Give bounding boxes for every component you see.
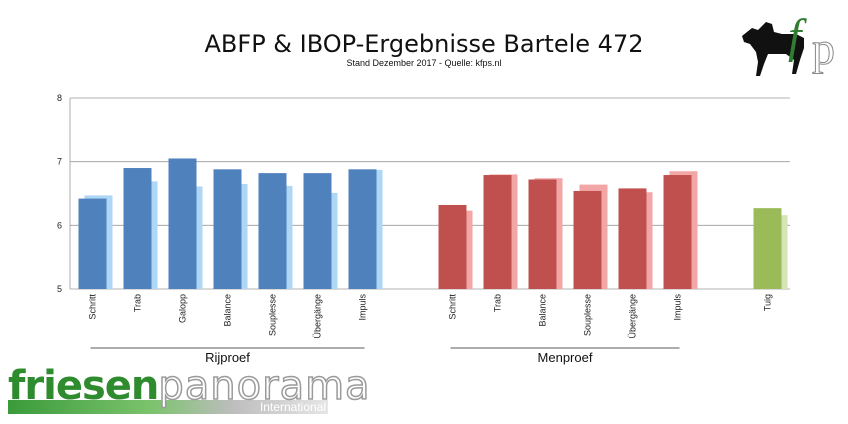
x-tick-label: Souplesse (583, 294, 593, 336)
x-tick-label: Tuig (763, 294, 773, 311)
x-tick-label: Balance (538, 294, 548, 327)
bar-primary (348, 169, 377, 289)
x-tick-label: Impuls (673, 294, 683, 321)
svg-text:f: f (788, 10, 807, 63)
x-tick-label: Trab (493, 294, 503, 312)
y-tick-label: 6 (57, 220, 62, 230)
logo-wordmark: friesenpanorama (8, 363, 371, 409)
chart-subtitle: Stand Dezember 2017 - Quelle: kfps.nl (346, 58, 502, 68)
x-tick-label: Schritt (448, 294, 458, 320)
logo-word-panorama: panorama (158, 363, 371, 409)
x-tick-label: Übergänge (313, 294, 323, 339)
group-label: Menproef (538, 350, 593, 365)
y-tick-label: 7 (57, 157, 62, 167)
logo-word-friesen: friesen (8, 363, 159, 409)
logo-subtitle: International (259, 400, 326, 414)
x-tick-label: Übergänge (628, 294, 638, 339)
bar-primary (528, 179, 557, 289)
x-tick-label: Galopp (178, 294, 188, 323)
y-tick-label: 8 (57, 93, 62, 103)
bar-primary (213, 169, 242, 289)
bar-primary (258, 173, 287, 289)
bar-primary (168, 158, 197, 289)
svg-text:p: p (812, 23, 835, 74)
chart-title: ABFP & IBOP-Ergebnisse Bartele 472 (204, 30, 644, 58)
logo-bar (8, 400, 328, 414)
y-tick-label: 5 (57, 284, 62, 294)
bar-primary (123, 168, 152, 289)
bar-primary (573, 190, 602, 289)
bar-primary (663, 175, 692, 289)
bar-primary (78, 198, 107, 289)
bar-primary (438, 204, 467, 289)
x-tick-label: Schritt (88, 294, 98, 320)
x-tick-label: Balance (223, 294, 233, 327)
bar-primary (618, 188, 647, 289)
x-tick-label: Impuls (358, 294, 368, 321)
horse-fp-logo: f p (742, 10, 836, 76)
bar-primary (303, 173, 332, 289)
friesenpanorama-logo: friesenpanorama International (8, 365, 370, 420)
x-tick-label: Trab (133, 294, 143, 312)
bar-primary (483, 175, 512, 289)
horse-silhouette-icon (742, 22, 804, 76)
x-tick-label: Souplesse (268, 294, 278, 336)
bar-primary (753, 208, 782, 289)
group-label: Rijproef (205, 350, 250, 365)
